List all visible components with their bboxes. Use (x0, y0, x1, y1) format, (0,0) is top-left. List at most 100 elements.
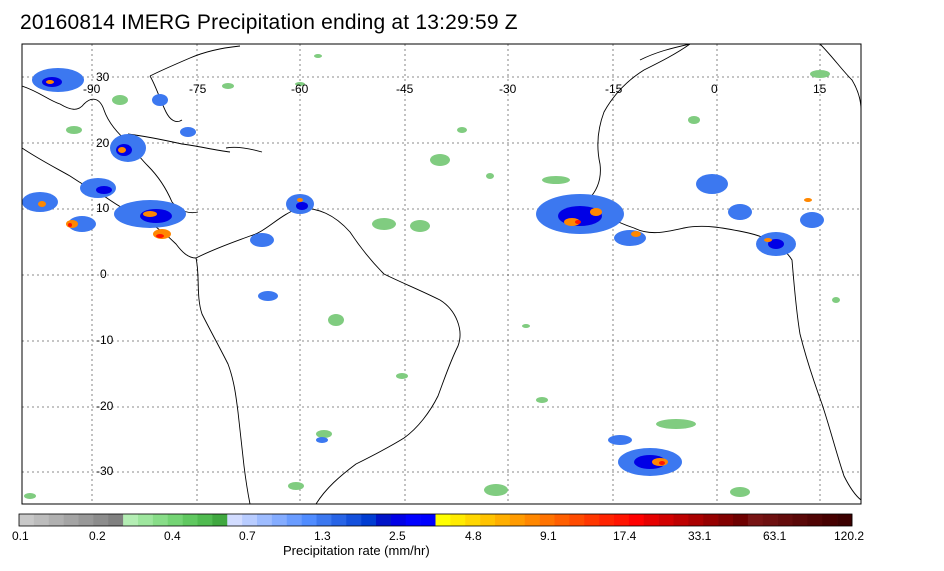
colorbar-swatch (108, 514, 124, 526)
colorbar-tick-label: 0.1 (12, 529, 29, 543)
colorbar-swatch (628, 514, 645, 526)
lat-label: 0 (100, 267, 107, 281)
colorbar-swatch (197, 514, 213, 526)
colorbar-swatch (792, 514, 808, 526)
lat-label: -10 (96, 333, 114, 347)
colorbar-swatch (167, 514, 183, 526)
lon-label: -90 (83, 82, 101, 96)
colorbar-swatch (658, 514, 674, 526)
lon-label: 15 (813, 82, 827, 96)
colorbar-swatch (63, 514, 79, 526)
colorbar-tick-label: 0.4 (164, 529, 181, 543)
colorbar-swatch (584, 514, 600, 526)
colorbar-swatch (837, 514, 853, 526)
lon-label: 0 (711, 82, 718, 96)
colorbar-swatch (599, 514, 615, 526)
colorbar-swatch (182, 514, 198, 526)
colorbar-swatch (420, 514, 436, 526)
africa-coast (587, 44, 861, 501)
colorbar-tick-label: 9.1 (540, 529, 557, 543)
colorbar-outline (18, 513, 853, 527)
colorbar-swatch (762, 514, 778, 526)
colorbar-swatch (495, 514, 511, 526)
colorbar-swatch (718, 514, 734, 526)
colorbar-swatch (138, 514, 154, 526)
precipitation-moderate (22, 68, 824, 476)
colorbar-tick-label: 0.2 (89, 529, 106, 543)
colorbar-swatch (777, 514, 793, 526)
colorbar-swatch (212, 514, 228, 526)
colorbar-swatch (227, 514, 243, 526)
colorbar-swatch (48, 514, 64, 526)
colorbar-swatch (316, 514, 332, 526)
colorbar-swatch (688, 514, 704, 526)
north-america-coast (22, 85, 199, 214)
colorbar-swatch (554, 514, 570, 526)
map-frame (21, 43, 862, 505)
colorbar-swatch (257, 514, 273, 526)
colorbar-tick-label: 1.3 (314, 529, 331, 543)
us-east-coast (149, 45, 241, 77)
colorbar-swatch (614, 514, 630, 526)
colorbar-swatch (405, 514, 421, 526)
colorbar-swatch (271, 514, 288, 526)
colorbar-swatch (733, 514, 749, 526)
lon-label: -45 (396, 82, 414, 96)
lon-label: -15 (605, 82, 623, 96)
colorbar-tick-label: 63.1 (763, 529, 787, 543)
south-america-west-coast (195, 257, 251, 504)
colorbar-swatch (93, 514, 109, 526)
africa-east-coast (819, 44, 861, 111)
lat-label: 10 (96, 201, 110, 215)
south-america-coast (195, 207, 461, 504)
cuba (127, 133, 231, 153)
colorbar-swatch (643, 514, 659, 526)
lon-label: -75 (189, 82, 207, 96)
colorbar-swatch (822, 514, 838, 526)
colorbar-swatch (524, 514, 540, 526)
colorbar-tick-label: 0.7 (239, 529, 256, 543)
colorbar-swatch (465, 514, 481, 526)
precipitation-extreme (68, 220, 665, 465)
colorbar-swatch (376, 514, 392, 526)
gridlines (22, 44, 861, 504)
colorbar-swatch (480, 514, 496, 526)
precipitation-heavy (42, 77, 784, 469)
colorbar-tick-label: 2.5 (389, 529, 406, 543)
colorbar-tick-label: 120.2 (834, 529, 865, 543)
colorbar-swatch (361, 514, 377, 526)
colorbar-swatch (242, 514, 258, 526)
colorbar-swatch (390, 514, 407, 526)
colorbar-swatch (346, 514, 362, 526)
lat-label: -30 (96, 464, 114, 478)
colorbar-swatch (19, 514, 35, 526)
europe-coast (639, 44, 691, 61)
map-title: 20160814 IMERG Precipitation ending at 1… (20, 11, 518, 34)
colorbar-swatch (673, 514, 689, 526)
hispaniola (225, 146, 263, 153)
florida-coast (149, 75, 183, 123)
colorbar-swatch (747, 514, 764, 526)
colorbar-label: Precipitation rate (mm/hr) (283, 543, 430, 558)
precipitation-light (24, 54, 840, 499)
colorbar-swatch (78, 514, 94, 526)
lat-label: -20 (96, 399, 114, 413)
colorbar-swatch (569, 514, 585, 526)
colorbar-swatch (286, 514, 302, 526)
colorbar-swatch (509, 514, 526, 526)
lat-label: 20 (96, 136, 110, 150)
colorbar-swatch (33, 514, 50, 526)
colorbar-swatch (331, 514, 347, 526)
lon-label: -60 (291, 82, 309, 96)
colorbar-swatch (450, 514, 466, 526)
colorbar-swatch (703, 514, 719, 526)
colorbar-swatch (152, 514, 169, 526)
colorbar (18, 513, 853, 527)
colorbar-tick-label: 4.8 (465, 529, 482, 543)
coastlines (22, 44, 861, 504)
colorbar-tick-label: 17.4 (613, 529, 637, 543)
colorbar-tick-label: 33.1 (688, 529, 712, 543)
colorbar-swatch (123, 514, 139, 526)
lon-label: -30 (499, 82, 517, 96)
